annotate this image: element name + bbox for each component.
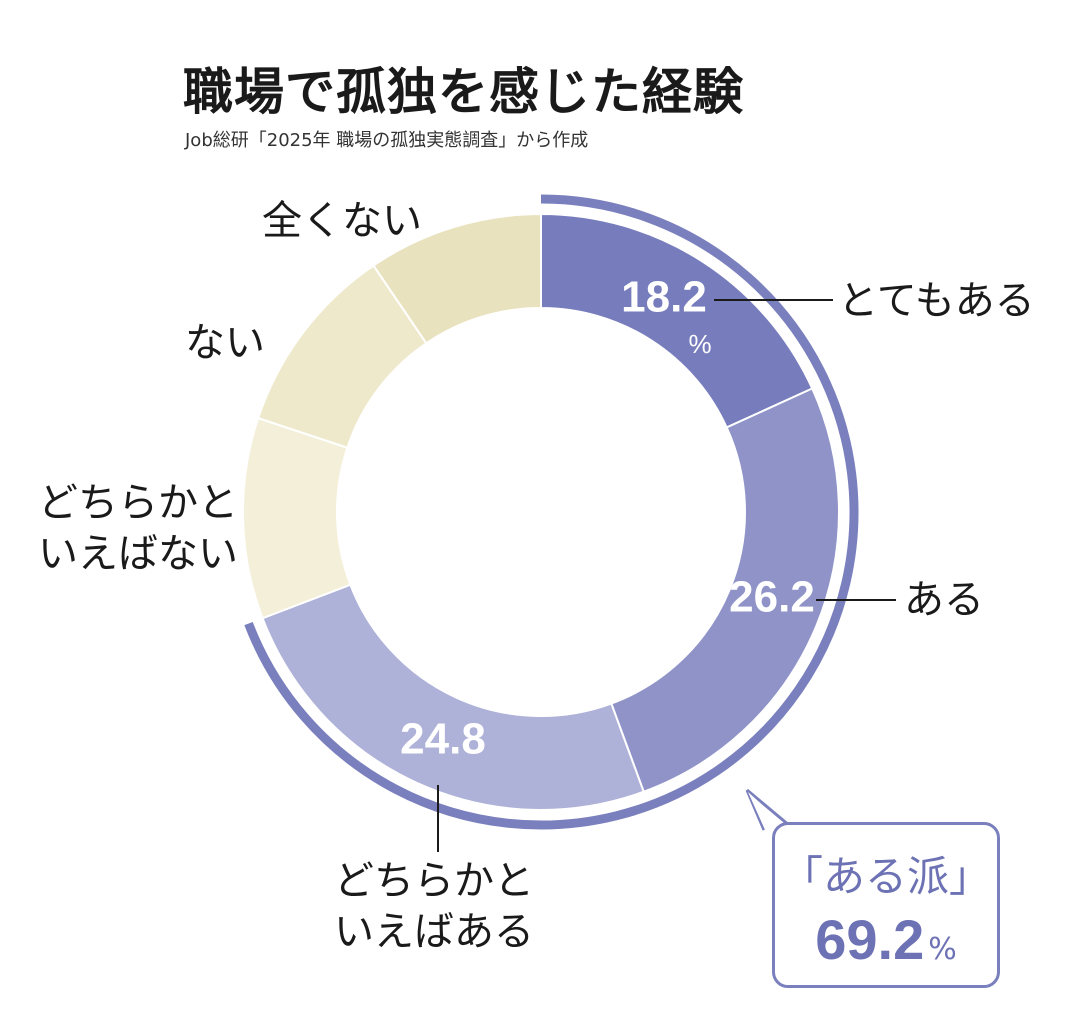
label-dochiraka-nai-line1: どちらかと — [38, 480, 238, 526]
donut-slice-5 — [372, 212, 542, 345]
label-dochiraka-nai: どちらかと いえばない — [38, 478, 238, 580]
callout-total: 69.2% — [775, 907, 997, 972]
value-label-1: 26.2 — [729, 573, 815, 622]
label-totemo-aru: とてもある — [838, 278, 1035, 324]
value-label-0: 18.2 — [621, 273, 707, 322]
donut-slice-1 — [610, 387, 840, 794]
chart-title: 職場で孤独を感じた経験 — [183, 63, 744, 121]
callout-tail — [745, 788, 791, 832]
donut-slice-2 — [261, 583, 645, 811]
label-nai: ない — [185, 320, 265, 366]
label-aru: ある — [904, 577, 984, 623]
callout-box: 「ある派」 69.2% — [772, 822, 1000, 988]
group-arc-container — [244, 194, 859, 830]
donut-slice-3 — [242, 416, 352, 620]
callout-total-unit: % — [928, 932, 957, 967]
label-dochiraka-aru-line1: どちらかと — [334, 858, 534, 904]
donut-slices — [242, 212, 840, 811]
value-unit-0: % — [688, 329, 711, 359]
label-dochiraka-aru: どちらかと いえばある — [334, 856, 534, 958]
leader-lines — [437, 299, 896, 852]
group-bracket-arc — [244, 194, 859, 830]
label-dochiraka-aru-line2: いえばある — [334, 909, 534, 956]
value-labels: 18.2% 26.2 24.8 — [400, 273, 815, 764]
value-label-2: 24.8 — [400, 715, 486, 764]
callout-total-value: 69.2 — [815, 908, 925, 971]
label-dochiraka-nai-line2: いえばない — [38, 531, 238, 578]
chart-source: Job総研「2025年 職場の孤独実態調査」から作成 — [185, 130, 589, 151]
callout-heading: 「ある派」 — [780, 852, 991, 901]
label-mattaku-nai: 全くない — [262, 198, 422, 244]
